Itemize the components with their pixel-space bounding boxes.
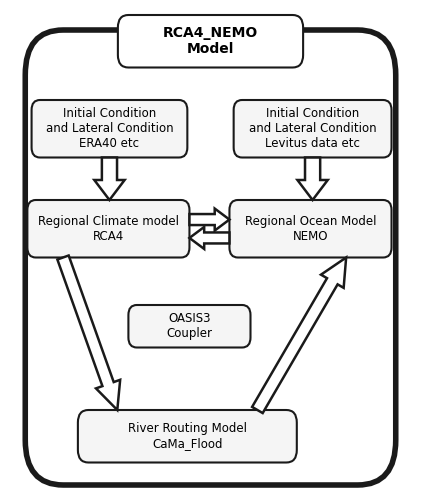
FancyBboxPatch shape [118, 15, 303, 68]
Polygon shape [94, 158, 125, 200]
Polygon shape [189, 227, 229, 249]
Polygon shape [252, 258, 346, 413]
FancyBboxPatch shape [234, 100, 392, 158]
Polygon shape [57, 256, 120, 410]
FancyBboxPatch shape [128, 305, 250, 348]
Text: Regional Ocean Model
NEMO: Regional Ocean Model NEMO [245, 215, 376, 243]
Text: RCA4_NEMO
Model: RCA4_NEMO Model [163, 26, 258, 56]
FancyBboxPatch shape [78, 410, 297, 463]
Text: Initial Condition
and Lateral Condition
Levitus data etc: Initial Condition and Lateral Condition … [249, 108, 376, 150]
FancyBboxPatch shape [25, 30, 396, 485]
Text: OASIS3
Coupler: OASIS3 Coupler [166, 312, 213, 340]
Polygon shape [189, 208, 229, 231]
Polygon shape [298, 158, 328, 200]
Text: Regional Climate model
RCA4: Regional Climate model RCA4 [38, 215, 179, 243]
Text: Initial Condition
and Lateral Condition
ERA40 etc: Initial Condition and Lateral Condition … [45, 108, 173, 150]
FancyBboxPatch shape [229, 200, 392, 258]
FancyBboxPatch shape [32, 100, 187, 158]
Text: River Routing Model
CaMa_Flood: River Routing Model CaMa_Flood [128, 422, 247, 450]
FancyBboxPatch shape [27, 200, 189, 258]
